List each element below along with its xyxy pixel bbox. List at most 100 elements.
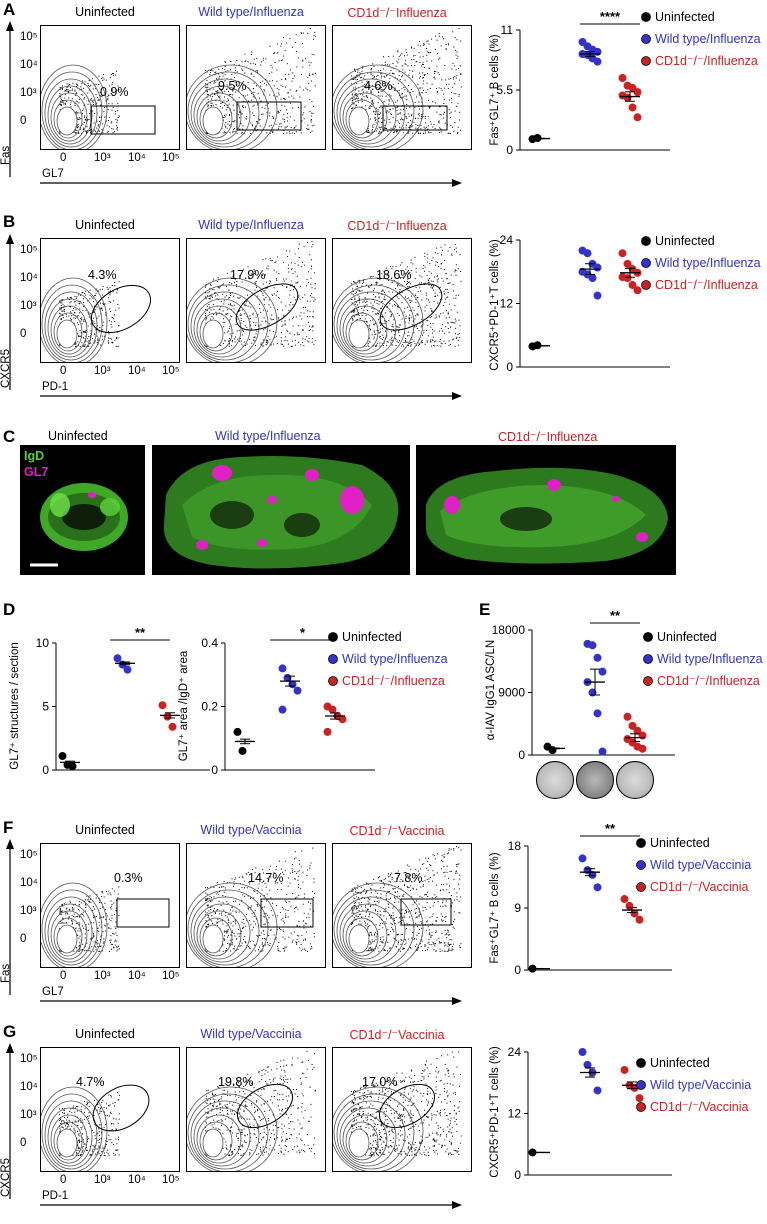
- y-tick-label: 0.2: [201, 700, 218, 714]
- legend-marker: [641, 280, 651, 290]
- flow-plot-uninfected: [40, 1047, 180, 1172]
- data-point: [633, 286, 642, 295]
- data-point: [618, 249, 627, 258]
- flow-x-axis-label: GL7: [42, 168, 64, 180]
- flow-plot-wildtype: [186, 843, 326, 968]
- y-tick-label: 24: [508, 1045, 522, 1059]
- flow-contour-plot: [187, 28, 316, 149]
- flow-plot-wildtype: [186, 238, 326, 363]
- data-point: [593, 57, 602, 66]
- lymph-node-image-wildtype: [163, 456, 399, 569]
- flow-contour-plot: [333, 244, 462, 362]
- legend-marker: [636, 838, 646, 848]
- flow-plot-wildtype: [186, 25, 326, 150]
- legend-marker: [636, 1080, 646, 1090]
- y-tick-label: 10⁴: [20, 877, 38, 889]
- flow-axis-arrows: [6, 21, 462, 187]
- data-point: [593, 1086, 602, 1095]
- legend-marker: [641, 56, 651, 66]
- scatter-chart-g: 0 12 24 CXCR5⁺PD-1⁺T cells (%) Uninfected Wil…: [489, 1045, 751, 1182]
- micrograph-title-cd1d: CD1d⁻/⁻Influenza: [498, 430, 598, 444]
- y-tick-label: 12: [508, 1107, 522, 1121]
- legend-label: CD1d⁻/⁻/Influenza: [655, 54, 758, 68]
- data-point: [583, 1060, 592, 1069]
- significance-label: **: [135, 625, 146, 640]
- data-point: [620, 895, 629, 904]
- data-point: [278, 664, 287, 673]
- stain-label-gl7: GL7: [24, 465, 49, 479]
- data-point: [623, 274, 632, 283]
- y-tick-label: 0: [518, 748, 525, 762]
- y-tick-label: 0: [514, 1168, 521, 1182]
- legend-label: CD1d⁻/⁻/Influenza: [342, 674, 445, 688]
- flow-plot-uninfected: [40, 843, 180, 968]
- y-tick-label: 0: [20, 328, 27, 340]
- flow-title-wildtype: Wild type/Influenza: [198, 218, 304, 232]
- y-tick-label: 0: [506, 360, 513, 374]
- panel-letter-b: B: [3, 212, 16, 231]
- gate-rect: [382, 105, 448, 131]
- gate-rect: [260, 898, 314, 928]
- flow-title-uninfected: Uninfected: [75, 5, 135, 19]
- y-tick-label: 10⁵: [20, 31, 38, 43]
- x-tick-label: 10⁴: [128, 152, 146, 164]
- data-point: [618, 74, 627, 82]
- panel-letter-e: E: [479, 600, 491, 619]
- significance-label: **: [605, 821, 616, 836]
- flow-title-uninfected: Uninfected: [75, 1027, 135, 1041]
- y-tick-label: 10⁵: [20, 849, 38, 861]
- legend-label: CD1d⁻/⁻/Influenza: [657, 674, 760, 688]
- y-tick-label: 10⁴: [20, 1081, 38, 1093]
- data-point: [233, 727, 242, 736]
- y-tick-label: 0: [514, 963, 521, 977]
- flow-axis-arrows: [6, 839, 462, 1005]
- gate-percent: 7.8%: [394, 871, 423, 885]
- flow-contour-plot: [187, 1051, 316, 1171]
- data-point: [293, 686, 302, 695]
- data-point: [633, 88, 642, 97]
- lymph-node-image-uninfected: [30, 483, 128, 567]
- legend-marker: [328, 676, 338, 686]
- gate-ellipse: [237, 1083, 293, 1129]
- legend-marker: [641, 12, 651, 22]
- legend-label: CD1d⁻/⁻/Influenza: [655, 278, 758, 292]
- scatter-chart-d1: 0 5 10 GL7⁺ structures / section **: [9, 625, 210, 777]
- gate-rect: [400, 898, 452, 926]
- gate-ellipse: [92, 1084, 150, 1132]
- x-tick-label: 10⁴: [128, 365, 146, 377]
- gate-percent: 17.0%: [362, 1075, 398, 1089]
- x-tick-label: 10⁵: [162, 365, 180, 377]
- elispot-well-wildtype: [576, 761, 614, 799]
- significance-label: *: [300, 625, 306, 640]
- data-point: [635, 1094, 644, 1103]
- y-tick-label: 10⁵: [20, 244, 38, 256]
- panel-letter-a: A: [3, 0, 16, 19]
- y-tick-label: 10: [36, 636, 50, 650]
- legend-marker: [643, 632, 653, 642]
- y-tick-label: 9: [514, 901, 521, 915]
- y-tick-label: 5: [42, 700, 49, 714]
- legend-marker: [641, 258, 651, 268]
- legend-label: Uninfected: [342, 630, 402, 644]
- y-tick-label: 0: [20, 1137, 27, 1149]
- data-point: [623, 259, 632, 268]
- x-tick-label: 0: [60, 365, 67, 377]
- elispot-well-cd1d: [616, 761, 654, 799]
- panel-letter-g: G: [3, 1022, 17, 1041]
- flow-title-wildtype: Wild type/Vaccinia: [200, 1027, 302, 1041]
- legend-marker: [636, 860, 646, 870]
- y-tick-label: 12: [500, 297, 514, 311]
- x-tick-label: 10⁴: [128, 970, 146, 982]
- legend-label: Uninfected: [655, 10, 715, 24]
- y-tick-label: 0.4: [201, 636, 218, 650]
- gate-rect: [116, 898, 170, 928]
- data-point: [623, 712, 632, 721]
- flow-title-cd1d: CD1d⁻/⁻Influenza: [347, 219, 447, 233]
- gate-percent: 19.8%: [218, 1075, 254, 1089]
- panel-letter-d: D: [3, 600, 16, 619]
- y-tick-label: 11: [501, 23, 514, 37]
- flow-title-uninfected: Uninfected: [75, 218, 135, 232]
- legend-label: Wild type/Vaccinia: [650, 1078, 751, 1092]
